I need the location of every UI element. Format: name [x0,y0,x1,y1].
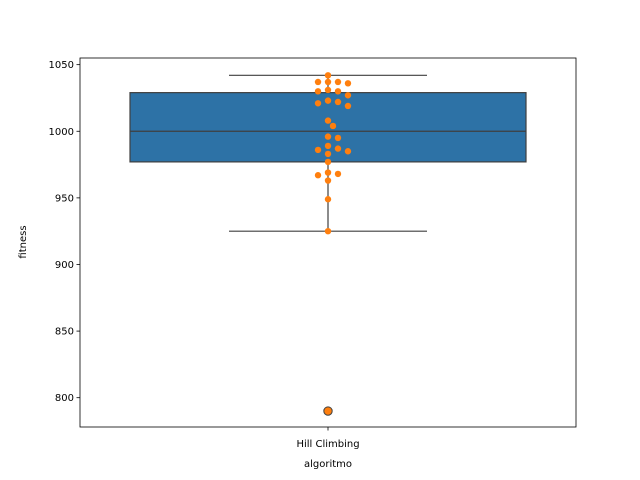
y-tick-label: 800 [55,393,74,404]
x-tick-label: Hill Climbing [296,439,359,450]
plot-content [129,72,527,416]
swarm-point [324,133,332,140]
y-axis: 800 850 900 950 1000 1050 [49,60,80,404]
y-tick-label: 1050 [49,60,74,71]
swarm-point [314,146,322,154]
swarm-point [344,148,352,155]
swarm-point [324,86,332,94]
x-axis: Hill Climbing [296,427,360,450]
x-axis-label: algoritmo [304,459,352,470]
swarm-point [324,169,332,176]
swarm-point [329,122,337,130]
swarm-point [324,97,332,104]
y-axis-label: fitness [18,225,29,258]
swarm-point [324,117,332,124]
swarm-point [324,150,332,158]
swarm-point [334,78,342,86]
swarm-point [324,196,332,203]
swarm-point [314,100,322,107]
y-tick-label: 850 [55,327,74,338]
swarm-point [314,88,322,95]
swarm-point [324,72,332,79]
interquartile-box [129,92,527,163]
swarm-point [314,78,322,86]
swarm-point [334,88,342,95]
swarm-point [324,227,332,235]
swarm-point [324,78,332,86]
swarm-point [324,142,332,150]
swarm-point [344,102,352,110]
swarm-point [314,172,322,179]
swarm-point [344,80,352,87]
y-tick-label: 950 [55,193,74,204]
swarm-point [324,177,332,184]
swarm-point [344,92,352,99]
swarm-point [324,407,332,415]
swarm-point [334,145,342,152]
swarm-point [334,134,342,142]
y-tick-label: 900 [55,260,74,271]
swarm-point [334,98,342,106]
swarm-point [324,158,332,166]
swarm-point [334,170,342,178]
y-tick-label: 1000 [49,127,74,138]
